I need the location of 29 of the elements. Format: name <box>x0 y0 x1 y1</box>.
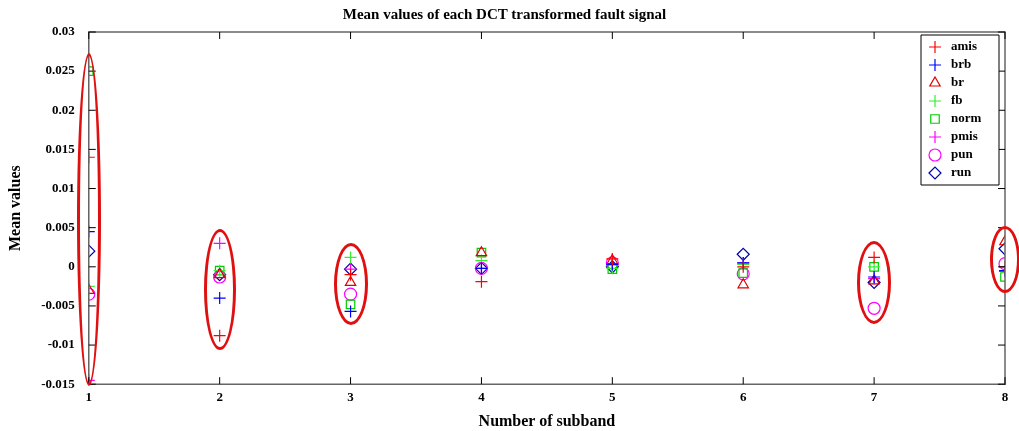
x-tick-label: 7 <box>870 389 878 405</box>
legend-label: br <box>951 74 965 90</box>
legend-label: run <box>951 164 972 180</box>
x-tick-label: 6 <box>739 389 747 405</box>
legend-label: brb <box>951 56 972 72</box>
y-tick-label: 0 <box>68 258 75 274</box>
y-tick-label: 0.025 <box>45 62 76 78</box>
legend-label: pmis <box>951 128 978 144</box>
y-tick-label: -0.015 <box>41 375 76 391</box>
x-tick-label: 3 <box>347 389 355 405</box>
x-tick-label: 8 <box>1001 389 1009 405</box>
legend-label: fb <box>951 92 963 108</box>
legend-label: pun <box>951 146 974 162</box>
x-axis-title: Number of subband <box>478 411 616 429</box>
legend-label: amis <box>951 38 977 54</box>
chart-title: Mean values of each DCT transformed fault signal <box>342 5 667 22</box>
y-tick-label: 0.01 <box>52 179 75 195</box>
y-tick-label: 0.02 <box>52 101 75 117</box>
y-tick-label: -0.01 <box>47 336 75 352</box>
legend-label: norm <box>951 110 982 126</box>
y-tick-label: -0.005 <box>41 297 76 313</box>
x-tick-label: 1 <box>85 389 93 405</box>
y-tick-label: 0.015 <box>45 140 76 156</box>
y-axis-title: Mean values <box>5 165 23 251</box>
y-tick-label: 0.03 <box>52 23 76 39</box>
x-tick-label: 5 <box>609 389 617 405</box>
x-tick-label: 2 <box>216 389 223 405</box>
x-tick-label: 4 <box>478 389 486 405</box>
y-tick-label: 0.005 <box>45 219 76 235</box>
